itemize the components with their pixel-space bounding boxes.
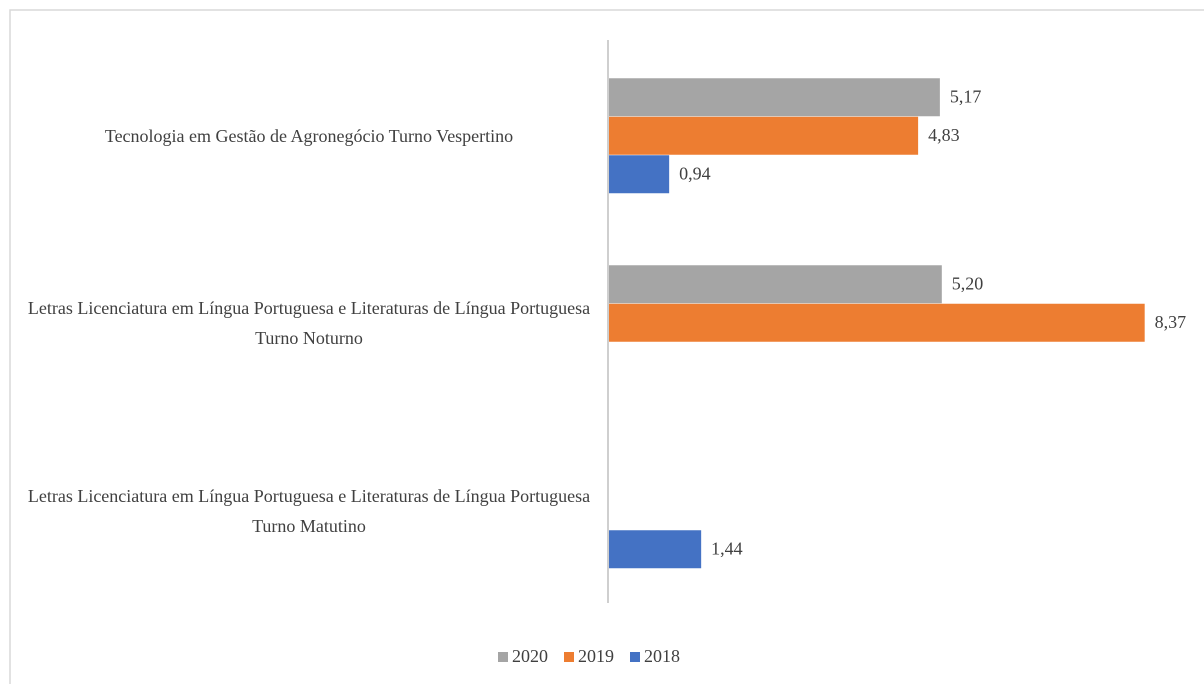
category-label: Letras Licenciatura em Língua Portuguesa… — [27, 298, 591, 348]
data-label: 1,44 — [711, 539, 743, 559]
legend-swatch — [498, 652, 508, 662]
legend-label: 2020 — [512, 646, 548, 666]
category-label: Letras Licenciatura em Língua Portuguesa… — [27, 486, 591, 536]
legend-label: 2018 — [644, 646, 680, 666]
bar — [609, 78, 940, 117]
bar — [609, 265, 942, 304]
data-label: 0,94 — [679, 164, 711, 184]
data-label: 5,20 — [952, 274, 984, 294]
category-label: Tecnologia em Gestão de Agronegócio Turn… — [104, 126, 514, 146]
bar — [609, 303, 1145, 342]
legend-swatch — [564, 652, 574, 662]
bar — [609, 530, 702, 569]
legend-label: 2019 — [578, 646, 614, 666]
chart-frame — [9, 9, 1204, 684]
data-label: 5,17 — [950, 87, 982, 107]
bar — [609, 155, 670, 194]
data-label: 8,37 — [1155, 312, 1187, 332]
data-label: 4,83 — [928, 125, 960, 145]
bar — [609, 116, 919, 155]
legend-swatch — [630, 652, 640, 662]
